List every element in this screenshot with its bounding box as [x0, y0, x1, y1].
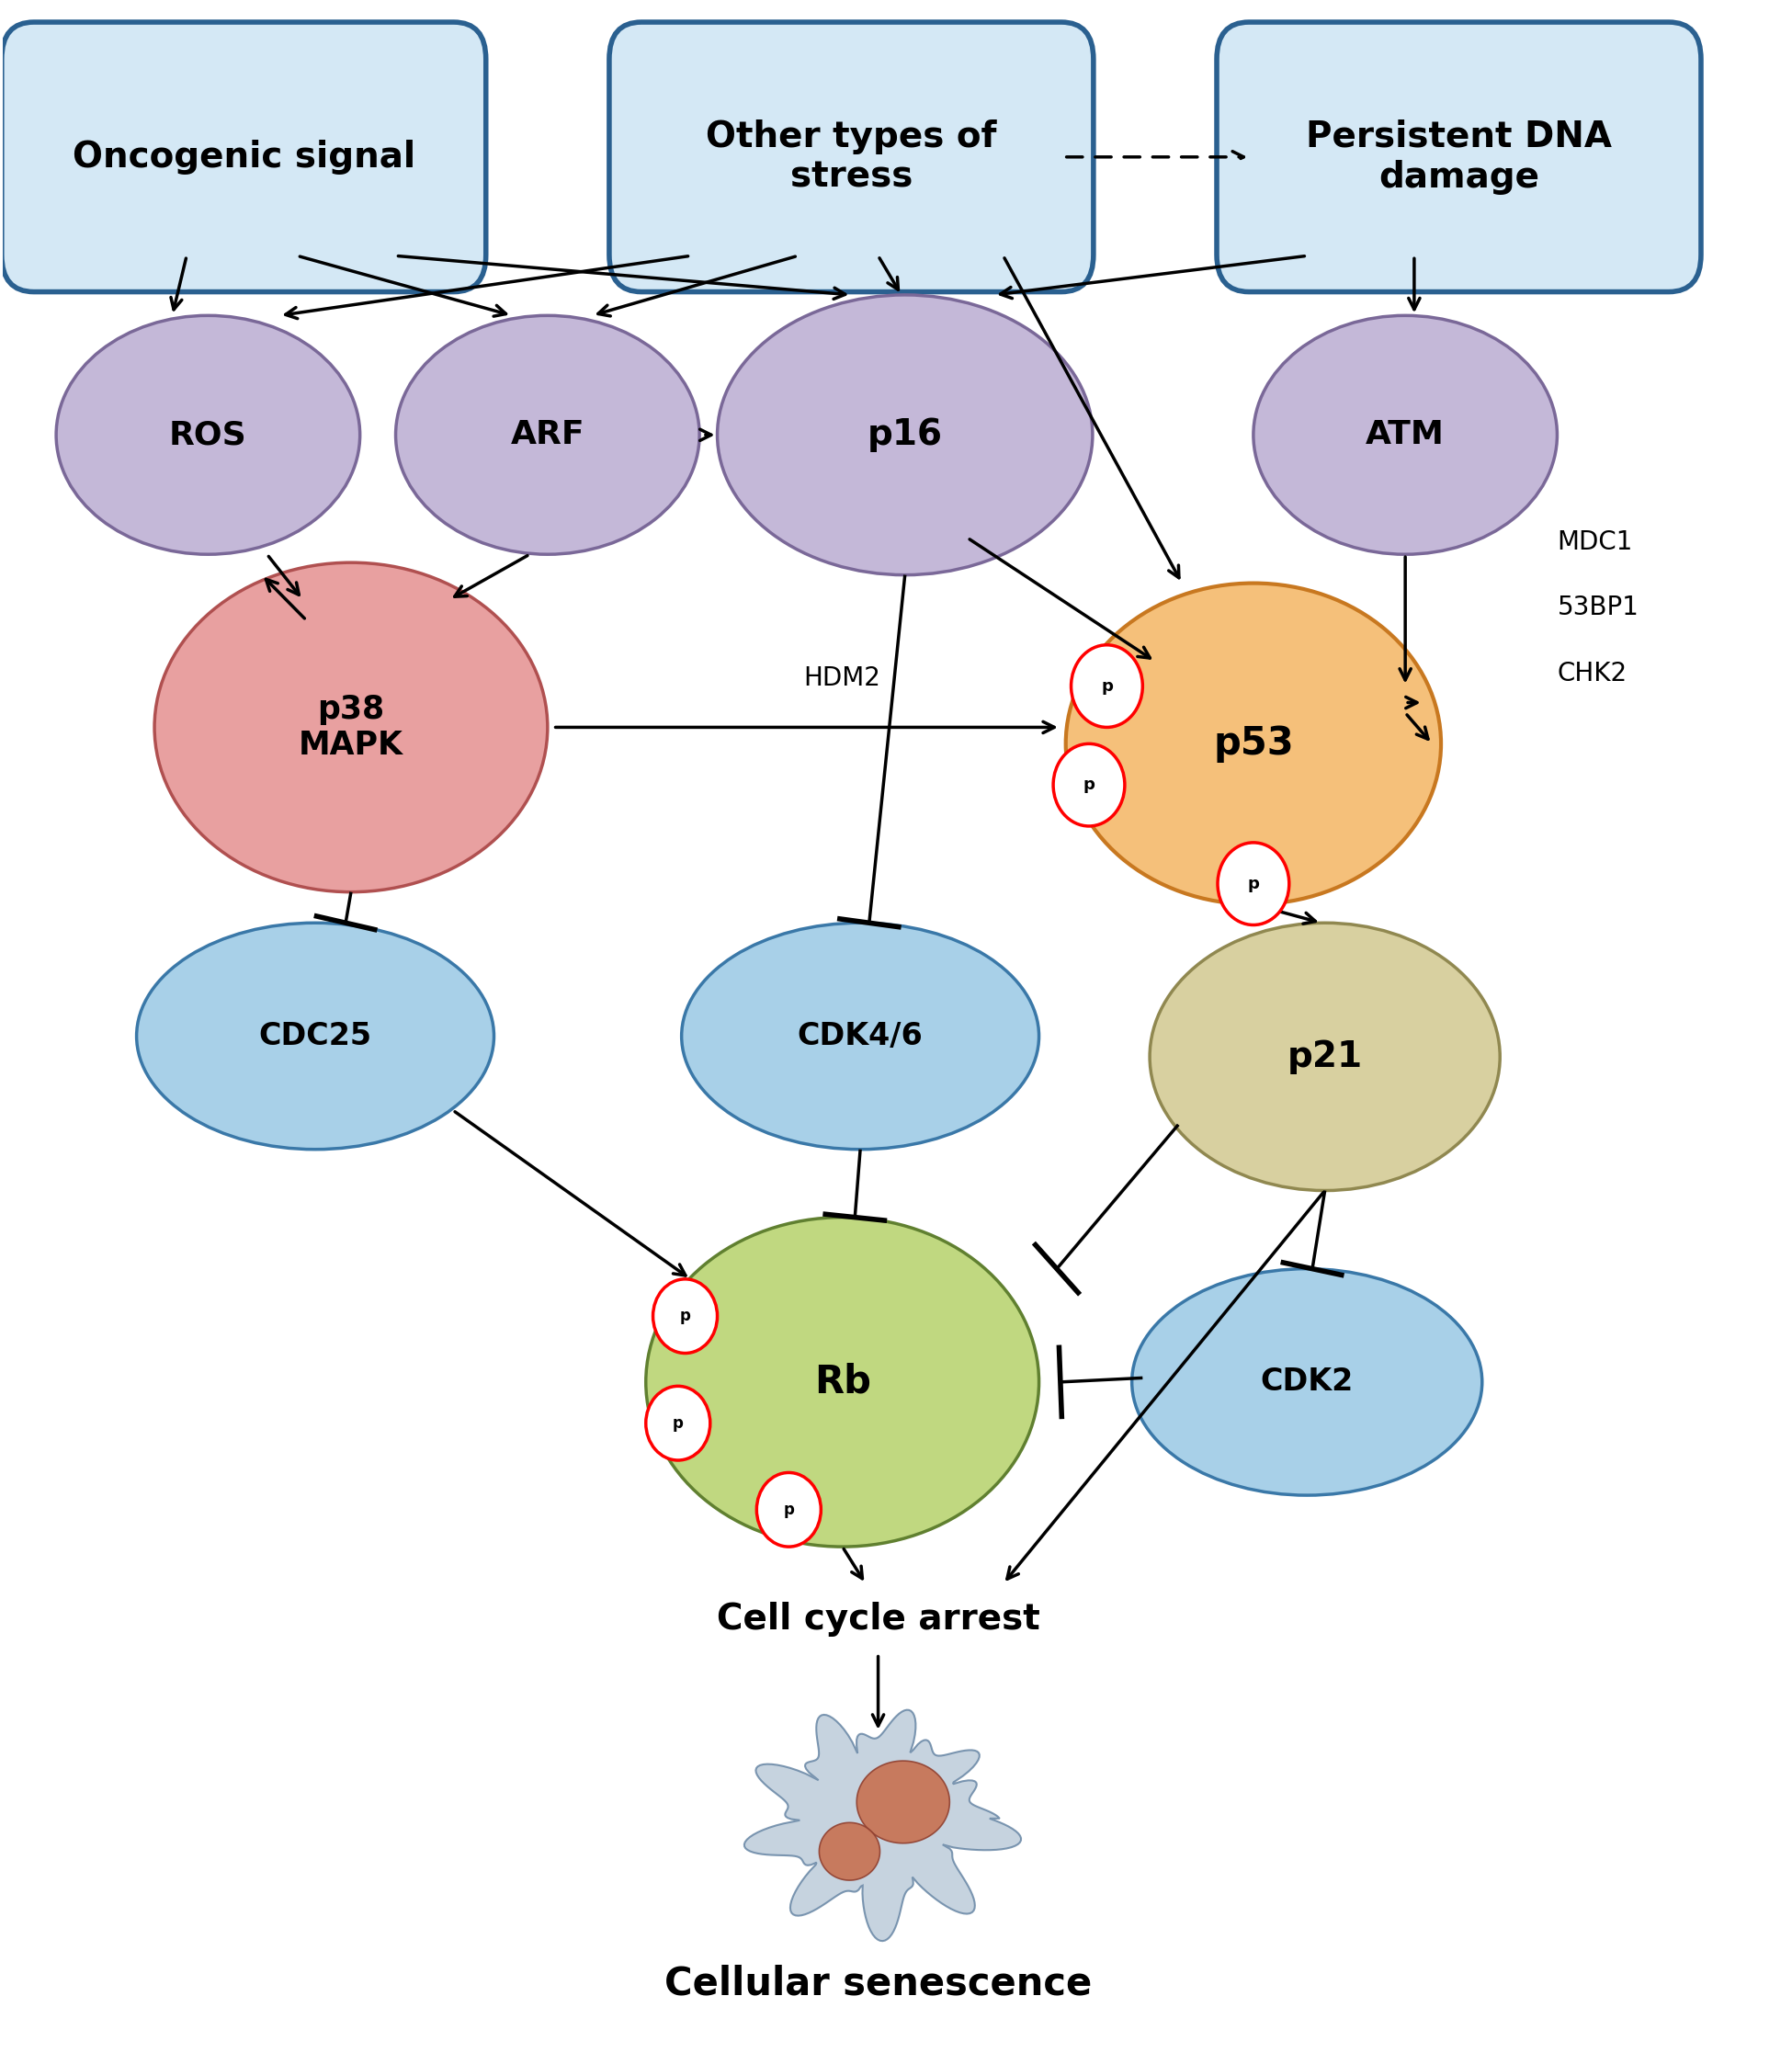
- Ellipse shape: [1066, 584, 1441, 904]
- Text: ATM: ATM: [1366, 419, 1444, 450]
- Text: 53BP1: 53BP1: [1557, 594, 1640, 621]
- Text: p53: p53: [1213, 724, 1294, 764]
- Circle shape: [756, 1472, 821, 1546]
- Text: ROS: ROS: [168, 419, 247, 450]
- Ellipse shape: [717, 295, 1093, 576]
- Text: CDK2: CDK2: [1260, 1366, 1353, 1397]
- Text: p: p: [672, 1416, 683, 1432]
- Text: p21: p21: [1287, 1040, 1362, 1073]
- Text: Other types of
stress: Other types of stress: [706, 120, 996, 194]
- Polygon shape: [819, 1823, 880, 1880]
- Text: Cellular senescence: Cellular senescence: [665, 1965, 1091, 2002]
- Polygon shape: [857, 1761, 950, 1843]
- Circle shape: [1217, 842, 1288, 925]
- Circle shape: [645, 1387, 710, 1459]
- Text: Cell cycle arrest: Cell cycle arrest: [717, 1602, 1039, 1637]
- Text: p16: p16: [867, 417, 943, 452]
- Ellipse shape: [56, 316, 360, 555]
- Ellipse shape: [1253, 316, 1557, 555]
- Text: MDC1: MDC1: [1557, 528, 1633, 555]
- FancyBboxPatch shape: [2, 23, 486, 291]
- Text: CDK4/6: CDK4/6: [797, 1022, 923, 1051]
- Ellipse shape: [681, 923, 1039, 1150]
- Text: Persistent DNA
damage: Persistent DNA damage: [1306, 120, 1611, 194]
- Text: p: p: [1100, 677, 1113, 694]
- Circle shape: [1072, 644, 1143, 727]
- Text: p: p: [1247, 875, 1260, 892]
- Text: p: p: [679, 1309, 690, 1325]
- Ellipse shape: [396, 316, 699, 555]
- Text: CDC25: CDC25: [258, 1022, 371, 1051]
- Text: p38
MAPK: p38 MAPK: [299, 694, 403, 762]
- Text: CHK2: CHK2: [1557, 660, 1627, 687]
- Polygon shape: [744, 1709, 1021, 1940]
- Text: p: p: [783, 1501, 794, 1517]
- Ellipse shape: [1150, 923, 1500, 1191]
- Text: HDM2: HDM2: [803, 665, 880, 691]
- Circle shape: [1054, 743, 1125, 826]
- Text: Rb: Rb: [814, 1362, 871, 1401]
- Ellipse shape: [136, 923, 495, 1150]
- Text: p: p: [1082, 776, 1095, 793]
- Text: ARF: ARF: [511, 419, 584, 450]
- Ellipse shape: [645, 1218, 1039, 1546]
- Text: Oncogenic signal: Oncogenic signal: [72, 140, 416, 175]
- Ellipse shape: [1133, 1269, 1482, 1494]
- Ellipse shape: [154, 563, 548, 892]
- FancyBboxPatch shape: [1217, 23, 1701, 291]
- FancyBboxPatch shape: [609, 23, 1093, 291]
- Circle shape: [652, 1280, 717, 1354]
